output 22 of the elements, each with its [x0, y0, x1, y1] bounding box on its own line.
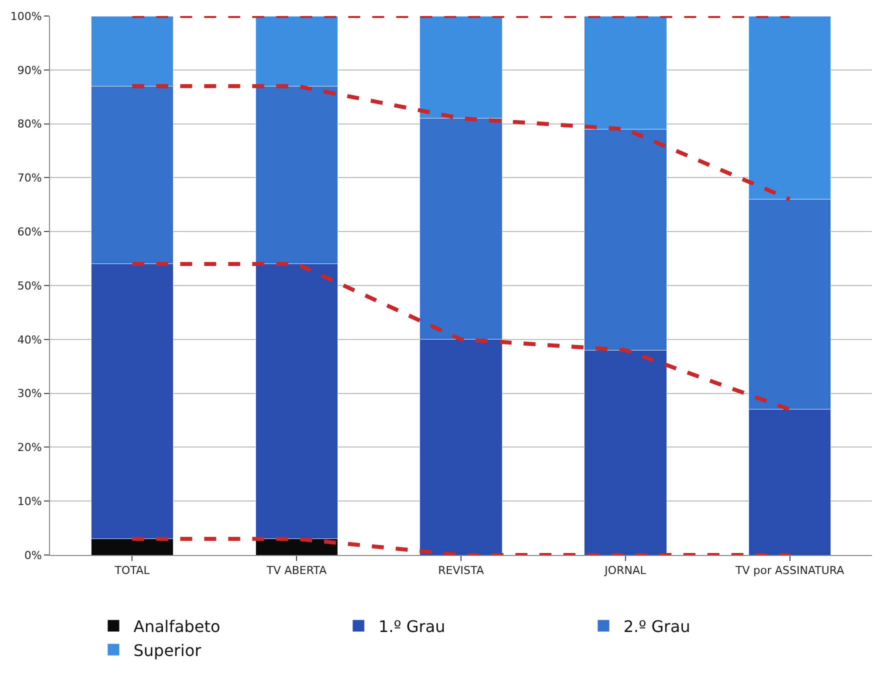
y-tick-label: 40% — [17, 333, 42, 346]
y-tick-label: 10% — [17, 494, 42, 508]
y-tick-label: 50% — [17, 279, 42, 292]
y-tick-label: 70% — [17, 172, 42, 185]
line-series — [130, 84, 792, 202]
y-tick-label: 0% — [24, 548, 42, 562]
legend-label: Superior — [134, 640, 202, 660]
x-tick-label: TOTAL — [114, 564, 151, 578]
x-tick-label: REVISTA — [438, 564, 484, 578]
y-tick-label: 60% — [17, 225, 42, 238]
y-tick-label: 20% — [17, 441, 42, 454]
x-tick-label: TV ABERTA — [266, 564, 328, 578]
y-tick-label: 100% — [10, 10, 42, 23]
legend-label: 1.º Grau — [378, 617, 446, 636]
y-tick-label: 90% — [17, 64, 42, 77]
legend-label: 2.º Grau — [624, 617, 690, 636]
line-series — [130, 262, 792, 412]
y-tick-label: 30% — [17, 387, 42, 400]
x-tick-label: TV por ASSINATURA — [734, 564, 845, 578]
x-tick-label: JORNAL — [604, 564, 647, 578]
legend-label: Analfabeto — [134, 617, 220, 636]
y-tick-label: 80% — [17, 118, 42, 131]
